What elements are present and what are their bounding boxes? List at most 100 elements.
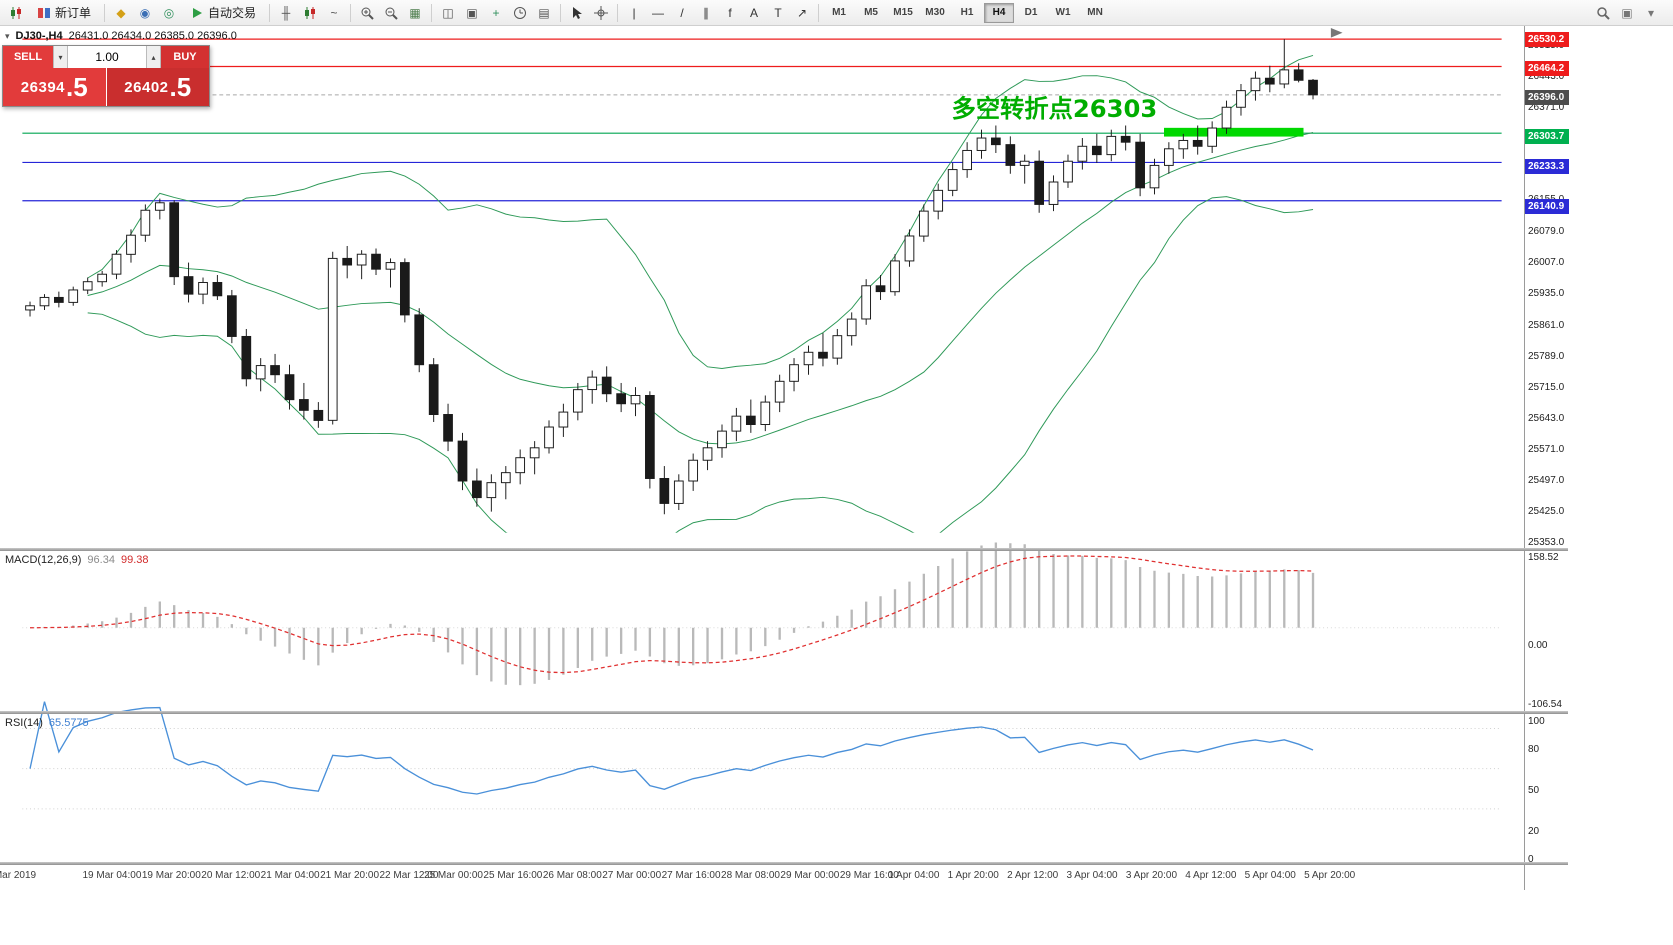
- time-axis-label: 26 Mar 08:00: [542, 870, 602, 881]
- price-chart-canvas[interactable]: 多空转折点26303: [0, 26, 1524, 890]
- price-axis-label: 25353.0: [1528, 537, 1565, 548]
- trendline-icon[interactable]: /: [680, 5, 684, 20]
- time-axis-label: 27 Mar 00:00: [602, 870, 662, 881]
- timeframe-button-M15[interactable]: M15: [893, 7, 913, 18]
- time-axis-label: 29 Mar 00:00: [780, 870, 840, 881]
- rsi-title: RSI(14): [5, 717, 43, 729]
- buy-button[interactable]: BUY: [161, 46, 209, 68]
- new-order-button[interactable]: 新订单: [29, 3, 99, 23]
- timeframe-button-D1[interactable]: D1: [1024, 7, 1038, 18]
- price-axis-label: 26443.0: [1528, 70, 1565, 82]
- autotrading-button[interactable]: 自动交易: [182, 3, 264, 23]
- timeframe-button-W1[interactable]: W1: [1055, 7, 1071, 18]
- toolbar-separator: [818, 3, 820, 22]
- toolbar-right-group: ▣ ▾: [1591, 3, 1669, 23]
- volume-input[interactable]: [68, 46, 146, 68]
- bid-price-fraction: .5: [66, 72, 88, 102]
- alerts-icon[interactable]: ◎: [163, 5, 175, 20]
- indicators-icon[interactable]: +: [492, 5, 500, 20]
- vertical-line-icon[interactable]: |: [632, 5, 636, 20]
- time-axis-label: 22 Mar 12:00: [379, 870, 439, 881]
- time-axis-label: 5 Apr 20:00: [1304, 870, 1356, 881]
- volume-increase-button[interactable]: ▴: [146, 46, 161, 68]
- price-axis-label: 26079.0: [1528, 226, 1565, 238]
- periods-icon[interactable]: [509, 3, 531, 23]
- market-watch-icon[interactable]: ◉: [139, 5, 151, 20]
- line-chart-icon[interactable]: ~: [330, 5, 338, 20]
- chart-icon[interactable]: [5, 3, 27, 23]
- time-axis-label: 1 Apr 20:00: [947, 870, 999, 881]
- grid-icon[interactable]: ▦: [409, 5, 421, 20]
- arrows-icon[interactable]: ↗: [797, 5, 808, 20]
- panels-icon[interactable]: ▣: [1621, 5, 1633, 20]
- zoom-in-icon[interactable]: [356, 3, 378, 23]
- price-axis-label: 25789.0: [1528, 350, 1565, 362]
- bar-chart-icon[interactable]: ╫: [281, 5, 291, 20]
- tile-windows-icon[interactable]: ◫: [442, 5, 454, 20]
- toolbar-left-group: 新订单 ◆ ◉ ◎ 自动交易 ╫ ~ ▦ ◫ ▣ + ▤ | — / ∥ f A T ↗ M1 M5 M15 M30 H1 H4 D…: [4, 2, 1111, 23]
- rsi-indicator-header: RSI(14) 65.5775: [5, 717, 89, 729]
- timeframe-button-H1[interactable]: H1: [960, 7, 974, 18]
- time-axis-label: 21 Mar 20:00: [320, 870, 380, 881]
- metaeditor-icon[interactable]: ◆: [116, 5, 126, 20]
- rsi-axis-label: 50: [1528, 785, 1540, 796]
- macd-axis-label: -106.54: [1528, 699, 1562, 710]
- search-icon[interactable]: [1592, 3, 1614, 23]
- bid-price-integer: 26394: [20, 78, 66, 96]
- more-icon[interactable]: ▾: [1647, 5, 1655, 20]
- time-axis-label: 28 Mar 08:00: [721, 870, 780, 881]
- volume-decrease-button[interactable]: ▾: [53, 46, 68, 68]
- chart-symbol-period: DJ30-,H4: [15, 30, 63, 42]
- one-click-toggle-icon[interactable]: ▾: [5, 30, 10, 41]
- time-axis-label: 2 Apr 12:00: [1007, 870, 1059, 881]
- crosshair-icon[interactable]: [590, 3, 612, 23]
- chart-macd-splitter[interactable]: [0, 548, 1568, 551]
- sell-button[interactable]: SELL: [3, 46, 53, 68]
- new-chart-icon[interactable]: ▣: [466, 5, 478, 20]
- time-axis-label: 29 Mar 16:00: [839, 870, 899, 881]
- timeframe-button-M1[interactable]: M1: [832, 7, 846, 18]
- toolbar-separator: [617, 3, 619, 22]
- equidistant-channel-icon[interactable]: ∥: [703, 5, 710, 20]
- buy-price-panel[interactable]: 26402.5: [106, 68, 209, 106]
- rsi-axis-label: 0: [1528, 854, 1534, 865]
- toolbar: 新订单 ◆ ◉ ◎ 自动交易 ╫ ~ ▦ ◫ ▣ + ▤ | — / ∥ f A T ↗ M1 M5 M15 M30 H1 H4 D…: [0, 0, 1673, 26]
- sell-price-panel[interactable]: 26394.5: [3, 68, 106, 106]
- fibonacci-icon[interactable]: f: [728, 5, 732, 20]
- time-axis-label: 27 Mar 16:00: [661, 870, 721, 881]
- timeframe-button-M5[interactable]: M5: [864, 7, 878, 18]
- templates-icon[interactable]: ▤: [538, 5, 550, 20]
- price-tag-26233.3: 26233.3: [1525, 159, 1569, 175]
- rsi-value: 65.5775: [48, 717, 89, 729]
- horizontal-line-icon[interactable]: —: [652, 5, 665, 20]
- rsi-timeaxis-splitter[interactable]: [0, 862, 1568, 865]
- price-axis[interactable]: 26515.026443.026371.026299.026227.026155…: [1524, 26, 1569, 890]
- time-axis-label: 18 Mar 2019: [0, 870, 37, 881]
- timeframe-button-MN[interactable]: MN: [1087, 7, 1103, 18]
- price-axis-label: 25861.0: [1528, 319, 1565, 331]
- time-axis-label: 19 Mar 20:00: [141, 870, 201, 881]
- macd-signal-value: 99.38: [120, 554, 149, 566]
- price-axis-label: 25935.0: [1528, 288, 1565, 300]
- price-axis-label: 26007.0: [1528, 257, 1565, 269]
- zoom-out-icon[interactable]: [380, 3, 402, 23]
- text-label-icon[interactable]: T: [774, 5, 782, 20]
- time-axis-label: 3 Apr 04:00: [1066, 870, 1118, 881]
- time-axis-label: 3 Apr 20:00: [1125, 870, 1178, 881]
- toolbar-separator: [431, 3, 433, 22]
- ask-price-integer: 26402: [124, 78, 169, 96]
- text-icon[interactable]: A: [750, 5, 759, 20]
- price-tag-26396.0: 26396.0: [1525, 89, 1569, 105]
- svg-text:多空转折点26303: 多空转折点26303: [952, 94, 1158, 123]
- candlestick-chart-icon[interactable]: [299, 3, 321, 23]
- price-axis-label: 25571.0: [1528, 443, 1565, 455]
- macd-rsi-splitter[interactable]: [0, 711, 1568, 714]
- timeframe-button-M30[interactable]: M30: [925, 7, 945, 18]
- chart-ohlc-values: 26431.0 26434.0 26385.0 26396.0: [68, 30, 237, 42]
- time-axis-label: 1 Apr 04:00: [888, 870, 940, 881]
- price-axis-label: 26371.0: [1528, 101, 1565, 113]
- timeframe-button-H4[interactable]: H4: [984, 2, 1015, 23]
- macd-axis-label: 158.52: [1528, 552, 1559, 563]
- cursor-icon[interactable]: [566, 3, 588, 23]
